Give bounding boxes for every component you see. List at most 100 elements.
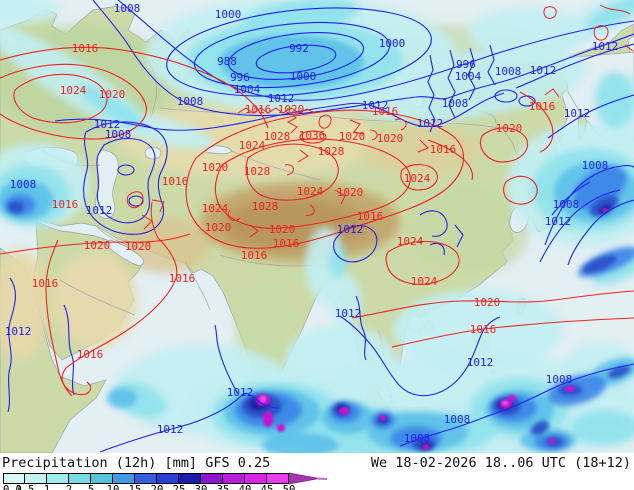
isobar-label: 1020 [125,240,152,253]
isobar-label: 988 [217,55,237,68]
isobar-label: 1012 [5,325,32,338]
colorbar-cell [267,473,289,484]
isobar-label: 1008 [114,2,141,15]
isobar-label: 1012 [564,107,591,120]
isobar-label: 1008 [404,432,431,445]
isobar-label: 1016 [357,210,384,223]
isobar-label: 1016 [245,103,272,116]
precip-colorbar-cells [3,473,289,484]
colorbar-tick: 10 [106,484,120,490]
isobar-label: 1012 [362,99,389,112]
precip-colorbar-ticks: 0.1 0.5 1 2 5 10 15 20 25 30 35 40 45 50 [0,484,634,490]
isobar-label: 1020 [84,239,111,252]
isobar-label: 1016 [372,105,399,118]
isobar-label: 992 [289,42,309,55]
isobar-label: 1020 [337,186,364,199]
colorbar-cell [113,473,135,484]
colorbar-cell [223,473,245,484]
colorbar-tick: 30 [194,484,208,490]
isobar-label: 1012 [467,356,494,369]
isobar-label: 1036 [299,129,326,142]
colorbar-tick: 40 [238,484,252,490]
isobar-label: 1016 [273,237,300,250]
isobar-label: 1012 [592,40,619,53]
isobar-label: 1008 [442,97,469,110]
forecast-map: 1008 1000 992 988 996 1000 1004 1008 1012 1000 996… [0,0,634,453]
isobar-label: 1016 [162,175,189,188]
isobar-label: 1024 [397,235,424,248]
isobar-label: 1012 [335,307,362,320]
isobar-label: 1028 [318,145,345,158]
colorbar-tick: 15 [128,484,142,490]
colorbar-tick: 20 [150,484,164,490]
colorbar-cell [245,473,267,484]
isobar-label: 1012 [545,215,572,228]
colorbar-tick: 2 [65,484,73,490]
colorbar-tick: 35 [216,484,230,490]
isobar-label: 1004 [234,83,261,96]
colorbar-tick: 0.1 [3,484,22,490]
isobar-label: 1012 [337,223,364,236]
isobar-label: 1016 [430,143,457,156]
isobar-label: 1000 [215,8,242,21]
isobar-label: 1024 [297,185,324,198]
isobar-label: 996 [456,58,476,71]
isobar-label: 1008 [10,178,37,191]
isobar-label: 1020 [496,122,523,135]
isobar-label: 1024 [239,139,266,152]
isobar-label: 1012 [227,386,254,399]
isobar-label: 1028 [252,200,279,213]
isobar-label: 1000 [290,70,317,83]
isobars-high [0,4,634,397]
colorbar-tick: 1 [43,484,51,490]
isobar-label: 1012 [86,204,113,217]
isobar-label: 1016 [241,249,268,262]
isobar-label: 1016 [72,42,99,55]
colorbar-cell [157,473,179,484]
isobar-label: 1024 [202,202,229,215]
isobar-label: 1012 [417,117,444,130]
isobar-label: 1004 [455,70,482,83]
isobar-label: 1020 [202,161,229,174]
isobar-label: 1008 [177,95,204,108]
product-title: Precipitation (12h) [mm] GFS 0.25 [2,455,271,471]
colorbar-tick: 5 [87,484,95,490]
colorbar-arrow [289,472,328,485]
colorbar-cell [69,473,91,484]
colorbar-tick: 0.5 [15,484,35,490]
valid-datetime: We 18-02-2026 18..06 UTC (18+12) [370,455,631,471]
colorbar-cell [179,473,201,484]
colorbar-cell [201,473,223,484]
isobars-low [7,0,634,453]
isobar-label: 1008 [105,128,132,141]
isobar-label: 1016 [52,198,79,211]
isobar-label: 1012 [157,423,184,436]
isobar-label: 1016 [32,277,59,290]
isobar-label: 1028 [264,130,291,143]
colorbar-tick: 45 [260,484,274,490]
aral-sea [144,146,162,160]
isobar-label: 1008 [495,65,522,78]
isobar-label: 1000 [379,37,406,50]
colorbar-tick: 25 [172,484,186,490]
isobar-label: 1020 [205,221,232,234]
isobar-label: 1024 [60,84,87,97]
isobar-label: 1020 [99,88,126,101]
isobar-label: 1012 [94,118,121,131]
isobar-label: 1016 [77,348,104,361]
isobar-label: 1024 [404,172,431,185]
legend-bar: Precipitation (12h) [mm] GFS 0.25 We 18-… [0,453,634,490]
isobar-label: 1012 [530,64,557,77]
isobar-label: 1016 [470,323,497,336]
isobar-label: 1008 [546,373,573,386]
isobar-label: 1020 [278,103,305,116]
isobar-label: 1024 [411,275,438,288]
isobar-label: 1020 [377,132,404,145]
isobar-label: 1012 [268,92,295,105]
isobar-label: 996 [230,71,250,84]
isobar-label: 1016 [529,100,556,113]
colorbar-tick: 50 [282,484,296,490]
